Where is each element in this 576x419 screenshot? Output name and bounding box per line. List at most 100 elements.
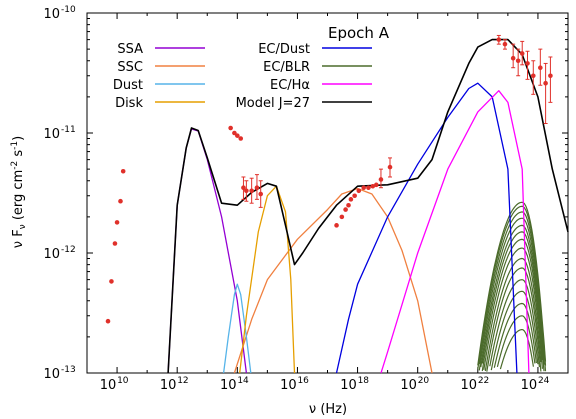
x-tick-exponent: 18 — [358, 376, 370, 386]
x-tick-exponent: 14 — [237, 376, 249, 386]
ec-blr-curve — [481, 231, 545, 372]
legend-label: SSA — [117, 42, 143, 57]
series-curve-model-j-27 — [167, 38, 569, 374]
data-point — [502, 41, 508, 47]
ec-blr-curve — [493, 302, 537, 368]
x-tick-labels: 10 10 10 12 10 14 10 16 10 18 10 20 10 22 10 24 — [100, 376, 550, 393]
data-point — [232, 130, 237, 136]
data-point — [334, 223, 339, 228]
data-point — [109, 279, 114, 284]
y-label-part: ) — [11, 136, 26, 141]
x-axis-label: ν (Hz) — [309, 402, 347, 417]
y-axis-label: ν Fν (erg cm-2 s-1) — [10, 136, 28, 248]
data-point — [339, 214, 345, 220]
legend-label: Dust — [113, 78, 143, 93]
axis-ticks — [86, 12, 569, 374]
data-point — [548, 73, 553, 79]
data-point — [370, 183, 376, 189]
series-curve-disk — [239, 185, 296, 374]
x-tick-exponent: 10 — [117, 376, 129, 386]
legend-right: EC/Dust EC/BLR EC/Hα Model J=27 — [236, 42, 372, 111]
y-label-part: -2 — [10, 161, 20, 170]
data-point — [241, 185, 246, 191]
legend-label: EC/Hα — [270, 78, 310, 93]
data-point — [361, 185, 366, 191]
data-point — [496, 37, 502, 42]
data-point — [352, 193, 357, 199]
data-point — [228, 125, 233, 131]
x-tick-label: 10 — [280, 378, 297, 393]
data-points — [105, 34, 553, 324]
series-curve-ec-h- — [380, 90, 530, 374]
data-point — [112, 241, 118, 246]
x-tick-label: 10 — [461, 378, 478, 393]
x-tick-label: 10 — [160, 378, 177, 393]
data-point — [120, 168, 126, 174]
plot-frame — [86, 12, 569, 374]
series-curve-ssa — [167, 128, 248, 374]
y-tick-exponent: -13 — [61, 365, 76, 375]
x-tick-exponent: 24 — [538, 376, 550, 386]
y-label-part: ν F — [11, 229, 26, 248]
y-label-part: (erg cm — [11, 170, 26, 225]
legend-label: Model J=27 — [236, 96, 310, 111]
data-point — [538, 65, 543, 71]
x-tick-exponent: 20 — [418, 376, 430, 386]
ec-blr-curve — [490, 290, 539, 371]
ec-blr-curve — [478, 217, 545, 371]
legend-label: EC/BLR — [263, 60, 310, 75]
series-curve-dust — [222, 283, 252, 374]
data-point — [244, 188, 249, 194]
ec-blr-curve — [496, 315, 536, 368]
data-point — [378, 177, 384, 182]
y-tick-label: 10 — [43, 247, 60, 262]
data-point — [373, 182, 379, 188]
data-point — [515, 58, 521, 64]
series-curve-ec-dust — [335, 82, 518, 374]
y-tick-label: 10 — [43, 7, 60, 22]
y-tick-exponent: -11 — [61, 125, 76, 135]
x-tick-exponent: 16 — [297, 376, 309, 386]
data-point — [235, 133, 240, 138]
x-tick-label: 10 — [100, 378, 117, 393]
y-tick-label: 10 — [43, 127, 60, 142]
x-tick-label: 10 — [220, 378, 237, 393]
data-point — [510, 55, 516, 61]
x-tick-label: 10 — [340, 378, 357, 393]
y-label-part: s — [11, 150, 26, 161]
legend-left: SSA SSC Dust Disk — [113, 42, 205, 111]
model-curves — [167, 38, 569, 374]
x-tick-label: 10 — [400, 378, 417, 393]
ec-blr-curve — [486, 267, 542, 372]
x-tick-exponent: 12 — [177, 376, 188, 386]
ec-blr-curve — [477, 205, 547, 370]
legend-label: SSC — [117, 60, 143, 75]
data-point — [387, 164, 393, 170]
y-label-part: -1 — [10, 141, 20, 150]
x-tick-exponent: 22 — [478, 376, 489, 386]
ec-blr-curve — [480, 224, 545, 368]
data-point — [543, 80, 548, 86]
data-point — [356, 188, 362, 194]
legend-label: EC/Dust — [258, 42, 310, 57]
data-point — [238, 136, 244, 141]
data-point — [118, 198, 123, 204]
data-point — [249, 188, 254, 194]
data-point — [346, 202, 351, 208]
data-point — [343, 207, 348, 212]
data-point — [530, 73, 536, 79]
y-tick-label: 10 — [43, 367, 60, 382]
ec-blr-curve — [489, 279, 540, 368]
series-curve-ssc — [233, 187, 433, 374]
data-point — [254, 185, 260, 191]
data-point — [105, 318, 111, 324]
legend-label: Disk — [115, 96, 143, 111]
ec-blr-curve — [481, 238, 543, 372]
ec-blr-curve — [478, 211, 547, 372]
data-point — [519, 51, 525, 56]
x-tick-label: 10 — [521, 378, 538, 393]
data-point — [366, 185, 371, 191]
data-point — [114, 220, 120, 225]
